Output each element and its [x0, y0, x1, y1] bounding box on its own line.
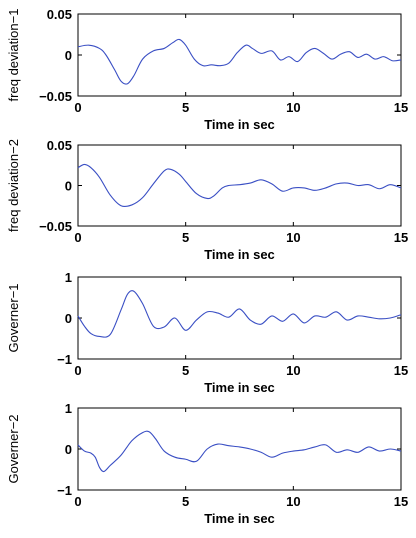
- y-tick-label: 0.05: [47, 7, 72, 22]
- y-tick-label: 0: [65, 179, 72, 194]
- x-tick-label: 0: [74, 494, 81, 509]
- x-tick-label: 15: [394, 494, 408, 509]
- y-tick-label: 0: [65, 311, 72, 326]
- y-tick-label: −0.05: [39, 89, 72, 104]
- x-tick-label: 0: [74, 100, 81, 115]
- x-tick-label: 10: [286, 230, 300, 245]
- y-axis-label: Governer−1: [6, 283, 21, 352]
- x-tick-label: 5: [182, 363, 189, 378]
- axes-box: [77, 144, 402, 227]
- x-tick-label: 10: [286, 494, 300, 509]
- y-axis-label: Governer−2: [6, 414, 21, 483]
- x-tick-label: 0: [74, 230, 81, 245]
- y-tick-label: −1: [57, 352, 72, 367]
- y-tick-label: 1: [65, 270, 72, 285]
- y-tick-label: 0: [65, 442, 72, 457]
- x-tick-label: 5: [182, 230, 189, 245]
- x-tick-label: 10: [286, 100, 300, 115]
- y-tick-label: −0.05: [39, 219, 72, 234]
- series-line-1: [77, 290, 402, 338]
- x-tick-label: 15: [394, 100, 408, 115]
- series-line-1: [77, 163, 402, 208]
- x-tick-label: 15: [394, 363, 408, 378]
- x-axis-label: Time in sec: [204, 380, 275, 395]
- y-tick-label: 0: [65, 48, 72, 63]
- x-tick-label: 10: [286, 363, 300, 378]
- y-tick-label: −1: [57, 483, 72, 498]
- y-tick-label: 0.05: [47, 138, 72, 153]
- x-axis-label: Time in sec: [204, 247, 275, 262]
- axes-box: [77, 407, 402, 491]
- x-tick-label: 5: [182, 494, 189, 509]
- x-axis-label: Time in sec: [204, 117, 275, 132]
- x-tick-label: 5: [182, 100, 189, 115]
- y-axis-label: freq deviation−2: [6, 139, 21, 232]
- y-tick-label: 1: [65, 401, 72, 416]
- x-tick-label: 15: [394, 230, 408, 245]
- x-tick-label: 0: [74, 363, 81, 378]
- series-line-1: [77, 430, 402, 473]
- y-axis-label: freq deviation−1: [6, 9, 21, 102]
- series-line-1: [77, 38, 402, 85]
- x-axis-label: Time in sec: [204, 511, 275, 526]
